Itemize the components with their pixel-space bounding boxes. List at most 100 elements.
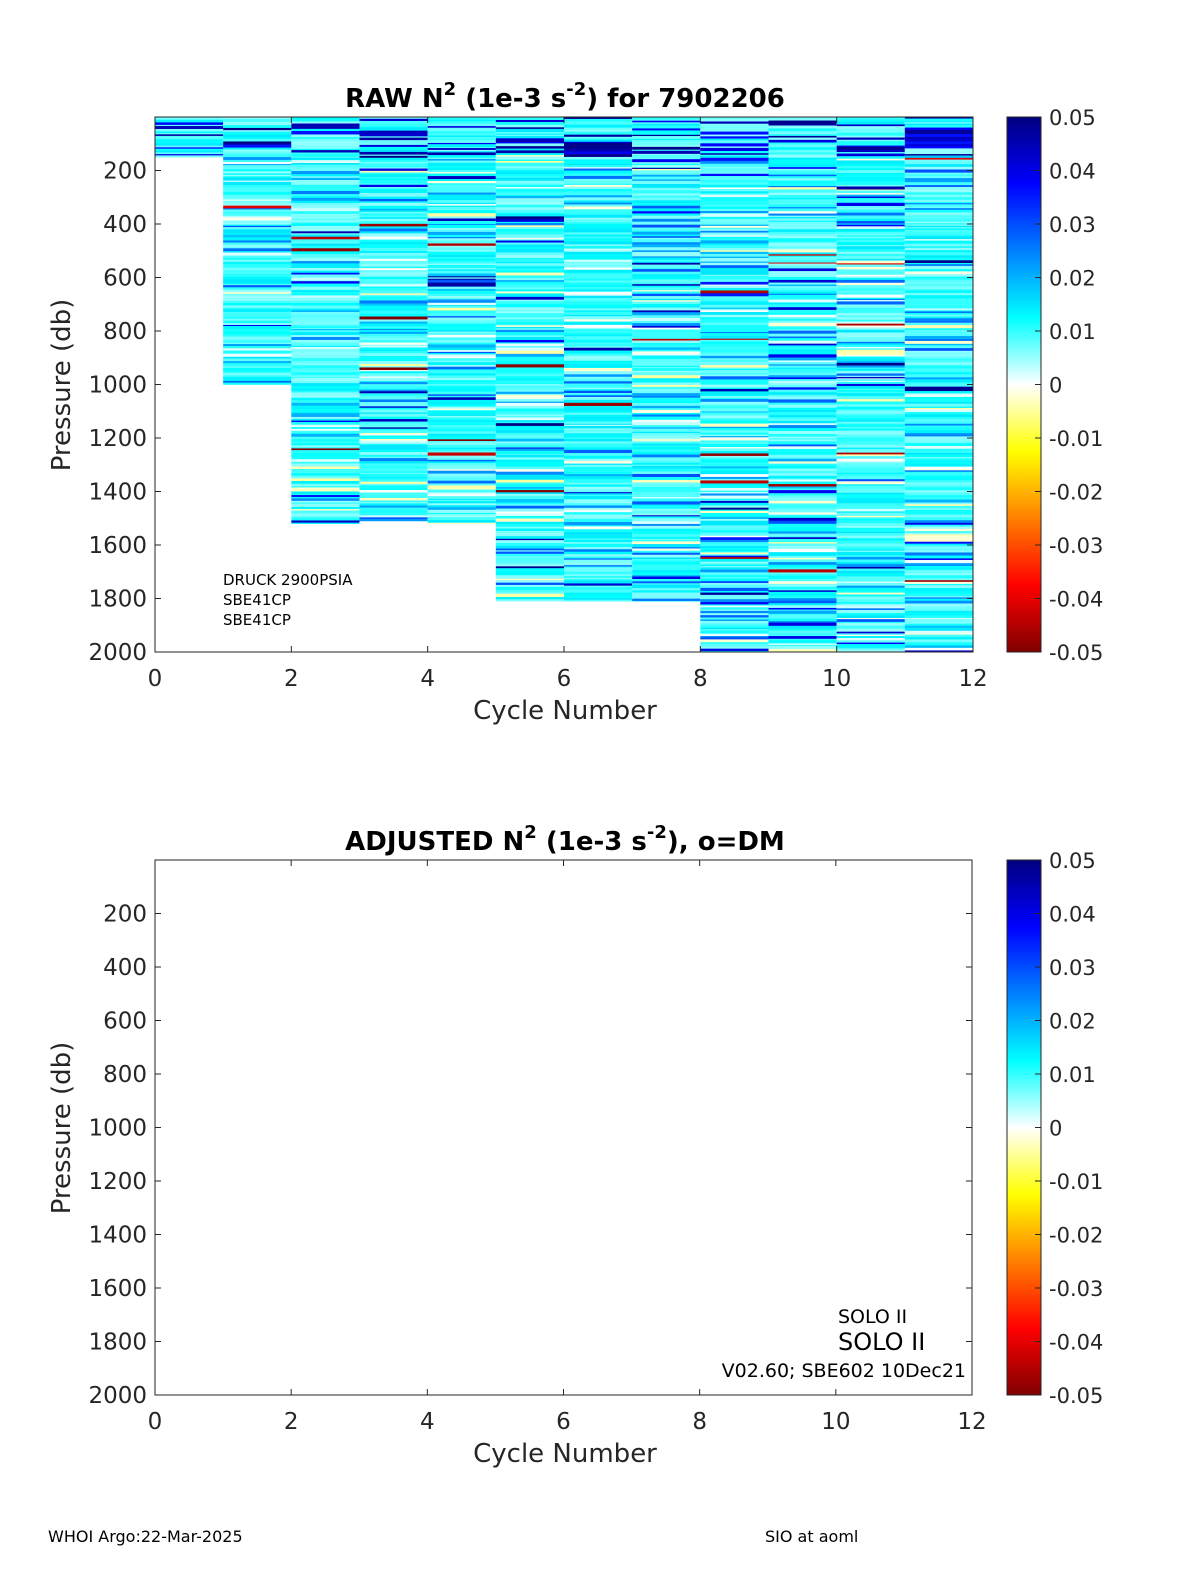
heat-cell	[632, 342, 701, 346]
heat-cell	[564, 595, 633, 599]
heat-cell	[632, 364, 701, 366]
heat-cell	[836, 119, 905, 122]
heat-cell	[564, 412, 633, 414]
heat-cell	[768, 583, 837, 586]
heat-cell	[564, 279, 633, 282]
heat-cell	[291, 420, 360, 423]
heat-cell	[291, 375, 360, 378]
heat-cell	[904, 340, 973, 345]
heat-cell	[564, 431, 633, 434]
heat-cell	[768, 463, 837, 466]
heat-cell	[768, 120, 837, 124]
heat-cell	[836, 121, 905, 125]
heat-cell	[700, 297, 769, 301]
heat-cell	[700, 610, 769, 614]
heat-cell	[223, 176, 292, 178]
heat-cell	[564, 589, 633, 593]
colorbar-tick-label: -0.03	[1049, 534, 1103, 558]
colorbar-tick-label: 0.04	[1049, 160, 1096, 184]
heat-cell	[904, 469, 973, 471]
heat-cell	[904, 377, 973, 380]
heat-cell	[632, 365, 701, 368]
heat-cell	[564, 118, 633, 122]
heat-cell	[768, 194, 837, 199]
heat-cell	[632, 538, 701, 541]
heat-cell	[495, 195, 564, 199]
heat-cell	[768, 229, 837, 233]
heat-cell	[700, 530, 769, 532]
heat-cell	[700, 319, 769, 322]
heat-cell	[768, 322, 837, 327]
heat-cell	[768, 507, 837, 510]
heat-cell	[836, 539, 905, 542]
heat-cell	[564, 336, 633, 340]
heat-cell	[291, 367, 360, 371]
heat-cell	[836, 156, 905, 160]
heat-cell	[632, 211, 701, 214]
heat-cell	[768, 349, 837, 352]
x-tick-label: 12	[957, 1409, 986, 1435]
heat-cell	[836, 264, 905, 268]
heat-cell	[904, 221, 973, 224]
heat-cell	[836, 552, 905, 556]
heat-cell	[836, 137, 905, 141]
heat-cell	[223, 235, 292, 238]
heat-cell	[291, 364, 360, 367]
heat-cell	[632, 117, 701, 120]
heat-cell	[564, 543, 633, 548]
heat-cell	[836, 221, 905, 223]
heat-cell	[632, 521, 701, 525]
heat-cell	[632, 347, 701, 351]
heat-cell	[359, 133, 428, 137]
heat-cell	[359, 140, 428, 143]
heat-cell	[359, 330, 428, 332]
heat-cell	[700, 265, 769, 269]
heat-cell	[495, 569, 564, 571]
heat-cell	[632, 208, 701, 212]
heat-cell	[836, 503, 905, 507]
heat-cell	[904, 372, 973, 375]
heat-cell	[291, 520, 360, 523]
heat-cell	[836, 389, 905, 393]
heat-cell	[564, 310, 633, 313]
heat-cell	[768, 174, 837, 177]
heat-cell	[904, 276, 973, 280]
heat-cell	[700, 518, 769, 522]
heat-cell	[632, 515, 701, 517]
heat-cell	[904, 520, 973, 524]
heat-cell	[495, 146, 564, 149]
heat-cell	[291, 263, 360, 267]
heat-cell	[223, 248, 292, 252]
raw-chart-title: RAW N2 (1e-3 s-2) for 7902206	[345, 79, 785, 114]
heat-cell	[291, 123, 360, 127]
heat-cell	[768, 436, 837, 439]
heat-cell	[904, 550, 973, 553]
heat-cell	[427, 522, 496, 524]
heat-cell	[700, 236, 769, 239]
heat-cell	[836, 178, 905, 182]
heat-cell	[427, 213, 496, 216]
heat-cell	[904, 499, 973, 503]
heat-cell	[768, 204, 837, 208]
heat-cell	[564, 289, 633, 292]
heat-cell	[223, 318, 292, 321]
heat-cell	[359, 510, 428, 513]
heat-cell	[836, 559, 905, 563]
heat-cell	[427, 411, 496, 415]
heat-cell	[564, 202, 633, 205]
heat-cell	[427, 130, 496, 133]
heat-cell	[632, 588, 701, 591]
heat-cell	[495, 409, 564, 412]
heat-cell	[427, 209, 496, 211]
heat-cell	[904, 558, 973, 561]
heat-cell	[836, 294, 905, 298]
heat-cell	[359, 481, 428, 485]
heat-cell	[495, 384, 564, 386]
heat-cell	[904, 423, 973, 426]
colorbar-tick-label: -0.01	[1049, 427, 1103, 451]
heat-cell	[359, 290, 428, 294]
heat-cell	[359, 208, 428, 211]
heat-cell	[155, 119, 224, 123]
heat-cell	[836, 585, 905, 589]
heat-cell	[495, 304, 564, 308]
